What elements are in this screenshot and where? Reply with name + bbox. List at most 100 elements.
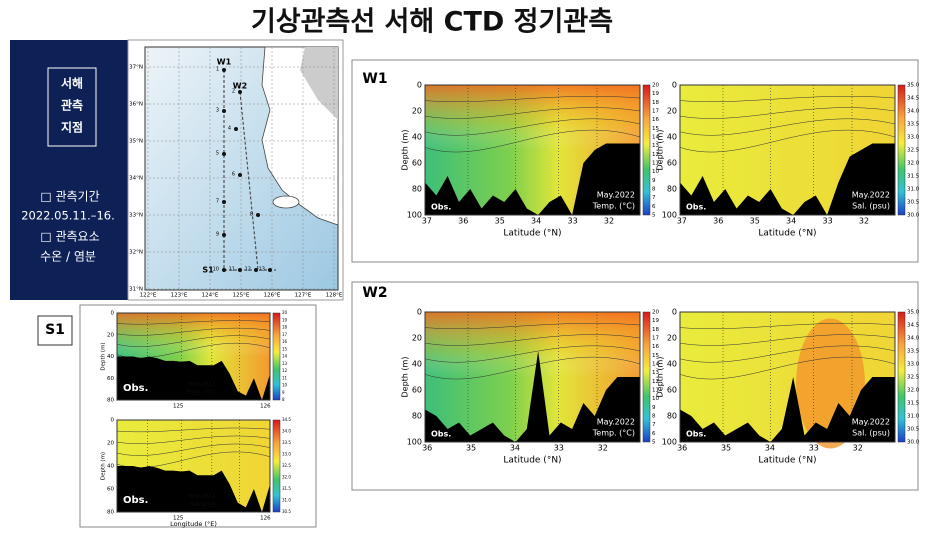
date: May.2022 <box>852 191 890 200</box>
contour <box>679 118 896 136</box>
y-tick-label: 100 <box>662 438 677 447</box>
contour <box>116 320 271 325</box>
contour <box>424 129 641 153</box>
station-number: 3 <box>216 108 219 114</box>
period-label: □ 관측기간 <box>40 190 99 204</box>
lat-label: 31°N <box>129 287 143 293</box>
x-tick-label: 125 <box>173 404 184 410</box>
contour <box>679 345 896 363</box>
plot-frame <box>679 84 896 216</box>
y-tick-label: 60 <box>107 487 114 493</box>
colorbar-label: 30.5 <box>282 509 291 514</box>
variable: Sal. (psu) <box>852 202 890 211</box>
colorbar-label: 18 <box>282 325 288 330</box>
y-axis-label: Depth (m) <box>401 130 410 171</box>
date: May.2022 <box>852 418 890 427</box>
colorbar <box>272 312 281 401</box>
y-tick-label: 80 <box>107 398 114 404</box>
variable: Temp. (°C) <box>185 390 215 396</box>
x-tick-label: 34 <box>510 444 520 453</box>
station <box>222 233 226 237</box>
date: May.2022 <box>189 382 215 388</box>
colorbar-label: 32.0 <box>282 475 291 480</box>
colorbar-label: 8 <box>282 397 285 402</box>
lon-label: 125°E <box>233 293 250 299</box>
colorbar-label: 34.0 <box>282 429 291 434</box>
contour <box>424 96 641 102</box>
lat-label: 34°N <box>129 176 143 182</box>
station <box>234 127 238 131</box>
colorbar-label: 32.0 <box>907 161 920 167</box>
y-tick-label: 20 <box>667 334 677 343</box>
station-number: 7 <box>216 199 219 205</box>
colorbar-label: 16 <box>652 344 659 350</box>
colorbar-label: 8 <box>652 187 656 193</box>
bathymetry <box>680 143 895 215</box>
lon-label: 124°E <box>202 293 219 299</box>
colorbar-label: 30.0 <box>907 213 920 219</box>
plot-frame <box>424 84 641 216</box>
source: Obs. <box>123 383 148 394</box>
station <box>222 68 226 72</box>
x-tick-label: 34 <box>765 444 775 453</box>
y-tick-label: 40 <box>667 360 677 369</box>
source: Obs. <box>123 495 148 506</box>
date: May.2022 <box>597 418 635 427</box>
contour <box>424 334 641 346</box>
y-tick-label: 0 <box>417 308 422 317</box>
contour <box>679 107 896 119</box>
colorbar-label: 13 <box>282 361 288 366</box>
colorbar-label: 33.0 <box>907 135 920 141</box>
colorbar-label: 16 <box>652 117 659 123</box>
colorbar <box>642 311 651 443</box>
panel-label: W1 <box>362 71 387 87</box>
x-axis-label: Latitude (°N) <box>758 229 816 239</box>
contour <box>679 96 896 102</box>
colorbar-label: 14 <box>282 354 288 359</box>
station <box>238 90 242 94</box>
y-axis-label: Depth (m) <box>401 357 410 398</box>
contour <box>424 107 641 119</box>
x-tick-label: 34 <box>786 217 796 226</box>
y-tick-label: 0 <box>417 81 422 90</box>
plot-frame <box>116 419 271 513</box>
bathymetry <box>680 377 895 442</box>
colorbar-label: 11 <box>652 388 659 394</box>
colorbar-label: 33.5 <box>907 349 920 355</box>
y-tick-label: 80 <box>667 412 677 421</box>
plot-frame <box>679 311 896 443</box>
colorbar-label: 10 <box>652 396 659 402</box>
variable: Temp. (°C) <box>592 202 635 211</box>
station <box>222 152 226 156</box>
x-tick-label: 126 <box>260 516 271 522</box>
colorbar-label: 33.5 <box>282 440 291 445</box>
heading: 지점 <box>61 120 83 135</box>
contour <box>679 129 896 153</box>
y-tick-label: 20 <box>412 107 422 116</box>
items-label: □ 관측요소 <box>40 230 99 244</box>
station <box>222 109 226 113</box>
y-tick-label: 60 <box>107 376 114 382</box>
colorbar-label: 31.5 <box>907 401 920 407</box>
contour <box>424 345 641 363</box>
colorbar-label: 31.0 <box>907 414 920 420</box>
contour <box>116 335 271 347</box>
y-tick-label: 60 <box>667 386 677 395</box>
contour <box>424 323 641 329</box>
lon-label: 126°E <box>264 293 281 299</box>
contour <box>679 334 896 346</box>
x-tick-label: 33 <box>822 217 832 226</box>
colorbar-label: 34.0 <box>907 336 920 342</box>
x-tick-label: 32 <box>604 217 614 226</box>
x-tick-label: 35 <box>495 217 505 226</box>
y-tick-label: 40 <box>667 133 677 142</box>
colorbar-label: 19 <box>652 91 659 97</box>
items: 수온 / 염분 <box>40 250 96 264</box>
station <box>254 268 258 272</box>
colorbar-label: 12 <box>652 379 659 385</box>
colorbar-label: 35.0 <box>907 310 920 316</box>
variable: Temp. (°C) <box>592 429 635 438</box>
x-tick-label: 36 <box>458 217 468 226</box>
island <box>272 195 300 209</box>
